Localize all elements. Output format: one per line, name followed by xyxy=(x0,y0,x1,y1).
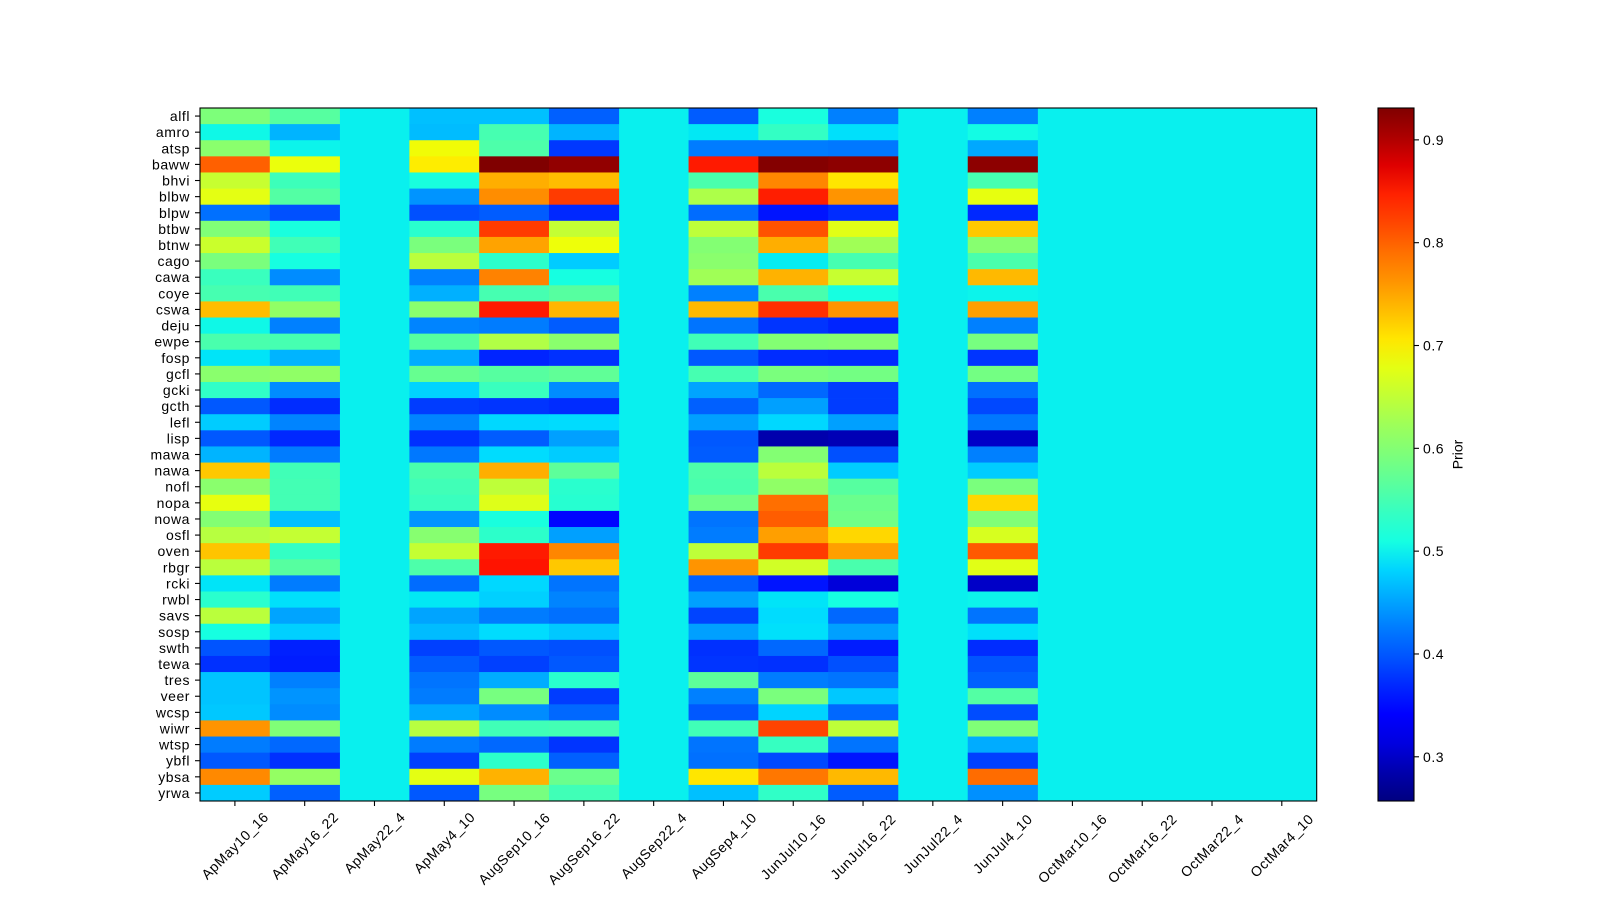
svg-text:Prior: Prior xyxy=(1450,439,1466,469)
svg-text:ewpe: ewpe xyxy=(154,334,190,350)
svg-text:coye: coye xyxy=(158,285,190,301)
svg-text:ybsa: ybsa xyxy=(158,769,190,785)
svg-text:yrwa: yrwa xyxy=(158,785,190,801)
svg-text:wtsp: wtsp xyxy=(158,737,190,753)
svg-text:lefl: lefl xyxy=(170,414,190,430)
svg-text:baww: baww xyxy=(152,156,190,172)
svg-text:0.4: 0.4 xyxy=(1423,646,1444,662)
svg-text:ybfl: ybfl xyxy=(166,753,190,769)
svg-text:amro: amro xyxy=(156,124,190,140)
svg-text:0.3: 0.3 xyxy=(1423,749,1444,765)
svg-text:tewa: tewa xyxy=(158,656,190,672)
svg-text:deju: deju xyxy=(161,318,190,334)
svg-text:atsp: atsp xyxy=(161,140,190,156)
svg-text:nopa: nopa xyxy=(157,495,190,511)
svg-text:mawa: mawa xyxy=(150,447,190,463)
svg-text:fosp: fosp xyxy=(161,350,190,366)
svg-text:blpw: blpw xyxy=(159,205,190,221)
svg-text:rwbl: rwbl xyxy=(162,592,190,608)
svg-text:wcsp: wcsp xyxy=(155,704,190,720)
svg-text:cswa: cswa xyxy=(156,301,190,317)
svg-text:savs: savs xyxy=(159,608,190,624)
svg-text:gcki: gcki xyxy=(163,382,190,398)
svg-text:0.9: 0.9 xyxy=(1423,132,1444,148)
svg-text:blbw: blbw xyxy=(159,189,190,205)
svg-text:nofl: nofl xyxy=(165,479,190,495)
svg-text:sosp: sosp xyxy=(158,624,190,640)
svg-text:veer: veer xyxy=(161,688,190,704)
svg-text:nawa: nawa xyxy=(154,463,190,479)
svg-text:btnw: btnw xyxy=(158,237,190,253)
svg-text:0.8: 0.8 xyxy=(1423,235,1444,251)
svg-text:bhvi: bhvi xyxy=(162,173,190,189)
svg-text:cawa: cawa xyxy=(155,269,190,285)
svg-text:gcth: gcth xyxy=(161,398,190,414)
svg-text:rbgr: rbgr xyxy=(163,559,190,575)
svg-text:tres: tres xyxy=(164,672,190,688)
svg-text:0.7: 0.7 xyxy=(1423,338,1444,354)
svg-text:lisp: lisp xyxy=(167,430,190,446)
svg-text:nowa: nowa xyxy=(154,511,190,527)
svg-text:osfl: osfl xyxy=(166,527,190,543)
svg-text:rcki: rcki xyxy=(166,575,190,591)
svg-text:oven: oven xyxy=(157,543,190,559)
svg-text:gcfl: gcfl xyxy=(166,366,190,382)
svg-text:btbw: btbw xyxy=(158,221,190,237)
svg-text:swth: swth xyxy=(159,640,190,656)
svg-text:wiwr: wiwr xyxy=(159,720,190,736)
svg-text:0.5: 0.5 xyxy=(1423,543,1444,559)
svg-text:cago: cago xyxy=(157,253,190,269)
svg-text:alfl: alfl xyxy=(170,108,190,124)
svg-text:0.6: 0.6 xyxy=(1423,440,1444,456)
